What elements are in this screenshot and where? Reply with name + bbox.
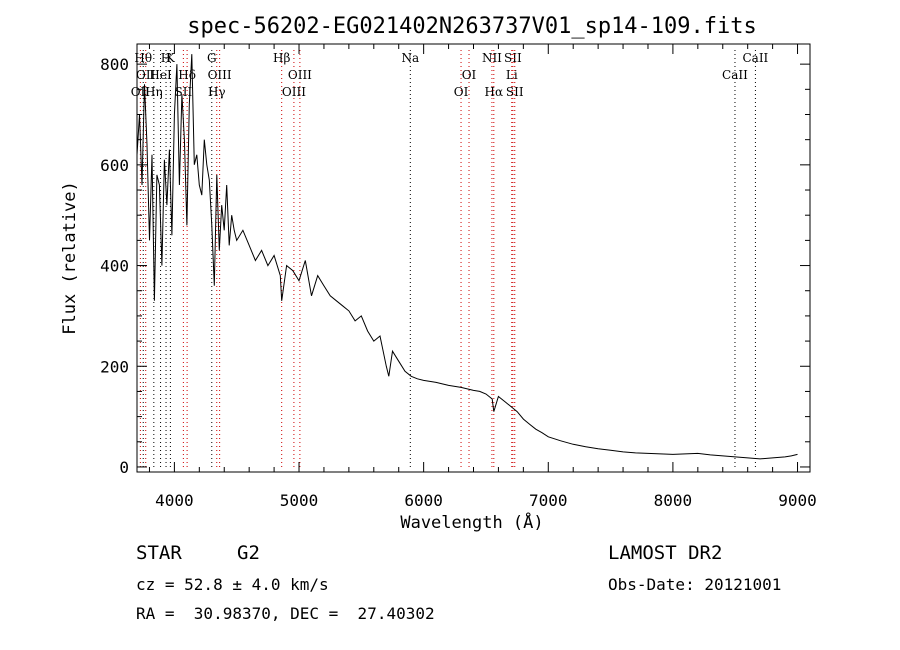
object-subclass: G2 — [237, 542, 260, 564]
line-label-11: OIII — [208, 68, 232, 82]
y-tick-label-3: 600 — [100, 156, 129, 175]
plot-frame — [136, 43, 811, 473]
spectral-line-markers: OIIHθOIIHηHeIHKSIIHδGHγOIIIHβOIIIOIIINaO… — [131, 50, 769, 470]
line-label-7: SII — [175, 85, 193, 99]
redshift-value: cz = 52.8 ± 4.0 km/s — [136, 575, 329, 594]
line-label-5: H — [161, 51, 171, 65]
chart-title: spec-56202-EG021402N263737V01_sp14-109.f… — [187, 14, 757, 39]
y-axis-ticks: 0 200 400 600 800 — [100, 55, 810, 477]
line-label-6: K — [166, 51, 176, 65]
line-label-17: OI — [462, 68, 477, 82]
x-axis-ticks: 4000 5000 6000 7000 8000 9000 — [148, 44, 817, 510]
x-tick-label-0: 4000 — [155, 491, 194, 510]
obs-date: Obs-Date: 20121001 — [608, 575, 782, 594]
line-label-18: NII — [482, 51, 502, 65]
line-label-21: SII — [504, 51, 522, 65]
survey-name: LAMOST DR2 — [608, 542, 723, 564]
object-class: STAR — [136, 542, 182, 564]
x-tick-label-3: 7000 — [529, 491, 568, 510]
y-tick-label-2: 400 — [100, 257, 129, 276]
x-tick-label-2: 6000 — [404, 491, 443, 510]
coordinates: RA = 30.98370, DEC = 27.40302 — [136, 604, 435, 623]
line-label-22: SII — [506, 85, 524, 99]
y-axis-label: Flux (relative) — [60, 181, 80, 335]
y-tick-label-1: 200 — [100, 357, 129, 376]
line-label-13: OIII — [282, 85, 306, 99]
line-label-16: OI — [454, 85, 469, 99]
line-label-10: Hγ — [208, 85, 226, 99]
line-label-14: OIII — [288, 68, 312, 82]
line-label-9: G — [207, 51, 217, 65]
x-tick-label-4: 8000 — [654, 491, 693, 510]
x-tick-label-5: 9000 — [778, 491, 817, 510]
line-label-19: Hα — [485, 85, 504, 99]
line-label-23: CaII — [722, 68, 748, 82]
line-label-8: Hδ — [178, 68, 196, 82]
line-label-15: Na — [401, 51, 419, 65]
line-label-24: CaII — [742, 51, 768, 65]
line-label-12: Hβ — [273, 51, 290, 65]
x-axis-label: Wavelength (Å) — [400, 511, 543, 533]
spectrum-series-line — [136, 54, 798, 460]
line-label-4: HeI — [149, 68, 172, 82]
y-tick-label-0: 0 — [119, 458, 129, 477]
x-tick-label-1: 5000 — [280, 491, 319, 510]
line-label-3: Hη — [145, 85, 163, 99]
line-label-20: Li — [506, 68, 518, 82]
line-label-1: Hθ — [134, 51, 152, 65]
line-label-2: OII — [136, 68, 156, 82]
y-tick-label-4: 800 — [100, 55, 129, 74]
